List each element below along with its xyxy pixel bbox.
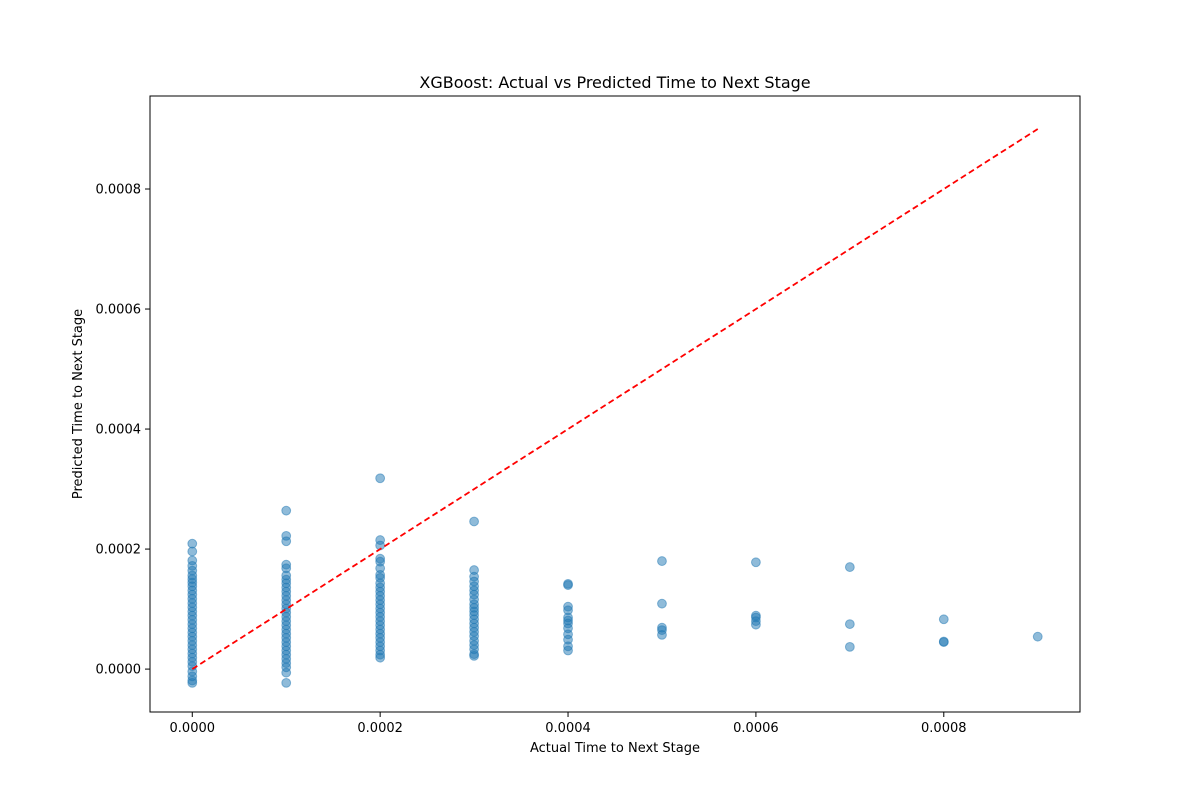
x-axis-label: Actual Time to Next Stage [530,741,700,756]
chart-title: XGBoost: Actual vs Predicted Time to Nex… [419,73,810,92]
y-tick-label: 0.0006 [96,303,142,318]
data-point [844,641,855,652]
x-axis-ticks: 0.0000 0.0002 0.0004 0.0006 0.0008 [170,712,967,736]
data-point [469,650,479,661]
y-axis-label: Predicted Time to Next Stage [71,309,86,499]
reference-line [191,128,1039,670]
data-point [281,505,292,516]
data-point [281,667,292,678]
data-point [844,562,855,572]
data-point [938,614,949,625]
x-tick-label: 0.0004 [545,721,591,736]
data-point [469,516,479,527]
data-point [281,678,292,688]
data-point [751,619,761,630]
points-layer [187,473,1043,688]
y-tick-label: 0.0008 [96,183,142,198]
data-point [563,580,573,590]
data-point [844,619,855,629]
data-point [1032,631,1043,642]
y-tick-label: 0.0000 [96,663,142,678]
y-axis-ticks: 0.0000 0.0002 0.0004 0.0006 0.0008 [96,183,150,678]
y-tick-label: 0.0004 [96,423,142,438]
data-point [187,546,198,557]
data-point [375,652,386,663]
data-point [657,598,667,609]
data-point [375,473,386,484]
data-point [657,629,667,640]
data-point [657,556,667,566]
x-tick-label: 0.0002 [357,721,403,736]
data-point [281,536,292,547]
data-point [563,645,573,656]
x-tick-label: 0.0006 [733,721,779,736]
y-tick-label: 0.0002 [96,543,142,558]
data-point [187,678,198,688]
x-tick-label: 0.0008 [921,721,967,736]
plot-area-frame [149,95,1081,713]
data-point [751,557,761,568]
reference-line-layer [191,128,1039,670]
x-tick-label: 0.0000 [170,721,216,736]
data-point [938,637,949,647]
